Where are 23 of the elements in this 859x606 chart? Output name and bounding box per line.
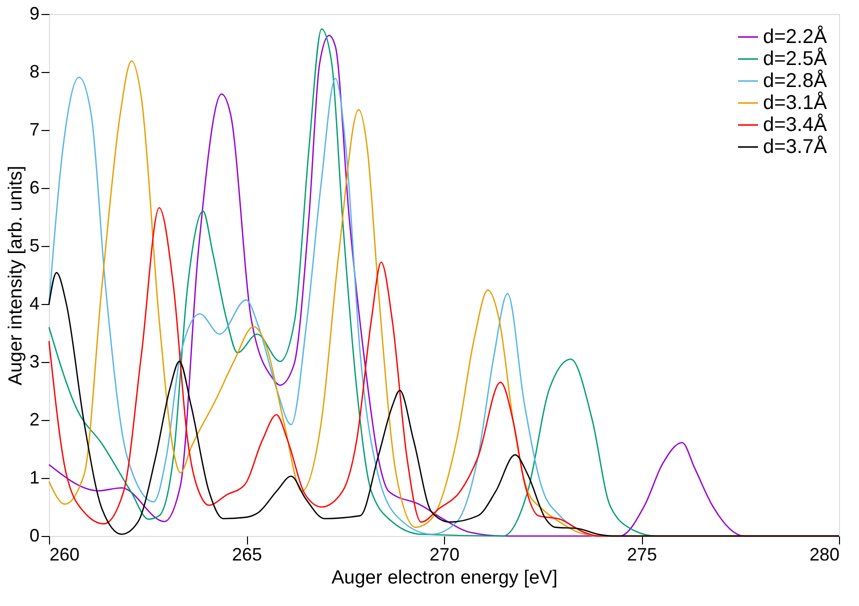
legend-label: d=3.4Å <box>763 113 828 136</box>
legend-label: d=2.2Å <box>763 25 828 48</box>
x-axis-title: Auger electron energy [eV] <box>331 568 558 588</box>
y-tick-label: 5 <box>29 236 40 256</box>
x-tick-label: 270 <box>429 544 460 564</box>
y-tick-label: 8 <box>29 62 40 82</box>
y-tick-label: 6 <box>29 178 40 198</box>
x-tick-label: 260 <box>50 544 80 564</box>
y-tick-label: 0 <box>29 526 40 546</box>
y-axis-title: Auger intensity [arb. units] <box>5 166 26 386</box>
y-tick-label: 1 <box>29 468 40 488</box>
legend-label: d=3.7Å <box>763 135 828 158</box>
legend-label: d=2.5Å <box>763 47 828 70</box>
legend-label: d=3.1Å <box>763 91 828 114</box>
y-tick-label: 2 <box>29 410 40 430</box>
y-tick-label: 3 <box>29 352 40 372</box>
y-tick-label: 4 <box>29 294 40 314</box>
y-tick-label: 9 <box>29 4 40 24</box>
legend-label: d=2.8Å <box>763 69 828 92</box>
x-tick-label: 265 <box>232 544 262 564</box>
x-tick-label: 280 <box>809 544 840 564</box>
x-tick-label: 275 <box>626 544 658 564</box>
y-tick-label: 7 <box>29 120 40 140</box>
